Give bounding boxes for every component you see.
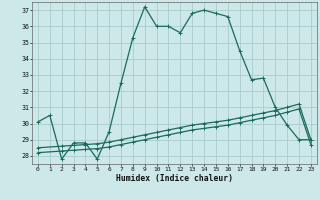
X-axis label: Humidex (Indice chaleur): Humidex (Indice chaleur) (116, 174, 233, 183)
